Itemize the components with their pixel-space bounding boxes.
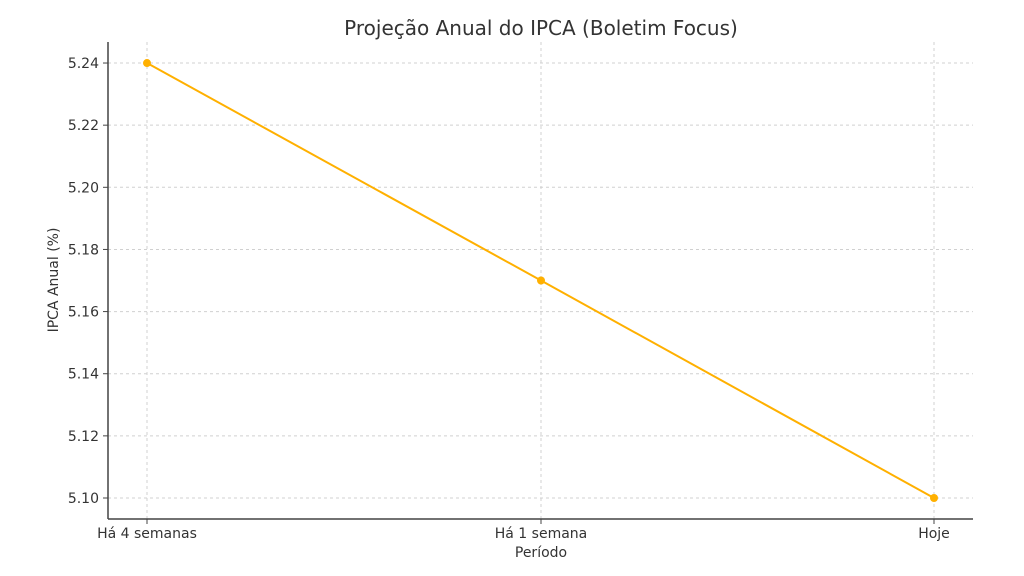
y-tick-label: 5.12 xyxy=(68,429,99,445)
x-axis-label: Período xyxy=(515,545,567,561)
data-point xyxy=(930,494,938,502)
gridlines xyxy=(108,42,973,519)
series-ipca xyxy=(143,59,938,502)
y-tick-label: 5.14 xyxy=(68,367,99,383)
y-tick-label: 5.16 xyxy=(68,305,99,321)
y-axis-label: IPCA Anual (%) xyxy=(46,228,62,333)
y-tick-label: 5.18 xyxy=(68,242,99,258)
x-axis-ticks: Há 4 semanas Há 1 semana Hoje xyxy=(97,519,950,542)
y-tick-label: 5.20 xyxy=(68,180,99,196)
x-tick-label: Há 4 semanas xyxy=(97,526,197,542)
y-tick-label: 5.22 xyxy=(68,118,99,134)
chart-title: Projeção Anual do IPCA (Boletim Focus) xyxy=(344,16,738,40)
data-point xyxy=(143,59,151,68)
x-tick-label: Há 1 semana xyxy=(495,526,588,542)
y-tick-label: 5.10 xyxy=(68,491,99,507)
y-tick-label: 5.24 xyxy=(68,56,99,72)
data-point xyxy=(537,276,545,285)
x-tick-label: Hoje xyxy=(918,526,950,542)
y-axis-ticks: 5.10 5.12 5.14 5.16 5.18 5.20 5.22 5.24 xyxy=(68,56,108,507)
